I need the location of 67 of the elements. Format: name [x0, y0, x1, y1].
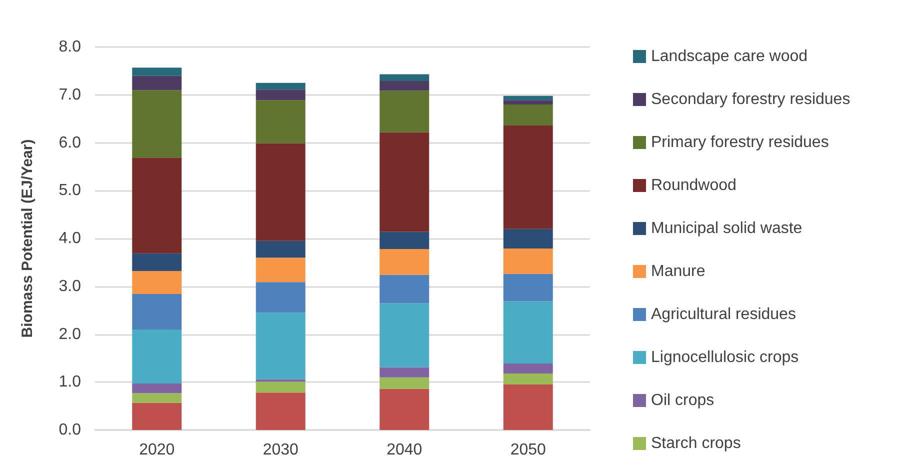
y-tick-label: 1.0: [58, 374, 82, 391]
y-tick-label: 2.0: [58, 326, 82, 343]
bar: [256, 282, 306, 313]
bar: [380, 303, 430, 368]
bar: [380, 132, 430, 232]
bar: [503, 374, 553, 385]
legend-label: Roundwood: [651, 177, 736, 194]
bar: [132, 271, 182, 294]
y-tick-label: 6.0: [58, 134, 82, 152]
bar: [256, 240, 306, 258]
bar: [256, 382, 306, 393]
bar: [256, 90, 306, 100]
bar: [132, 294, 182, 330]
bar: [380, 274, 430, 304]
y-tick-label: 4.0: [58, 230, 82, 247]
bar: [132, 90, 182, 158]
bar: [256, 100, 306, 144]
bar: [132, 393, 182, 403]
bar: [380, 74, 430, 81]
y-tick-label: 7.0: [58, 86, 82, 104]
x-tick-label: 2030: [262, 442, 299, 458]
x-tick-label: 2020: [139, 442, 175, 458]
y-tick-label: 8.0: [58, 38, 82, 56]
bar: [256, 258, 306, 282]
y-tick-label: 0.0: [58, 422, 82, 438]
legend-label: Landscape care wood: [651, 48, 808, 65]
bar: [503, 228, 553, 249]
bar: [503, 104, 553, 126]
legend-label: Manure: [651, 263, 706, 280]
bar: [380, 90, 430, 132]
legend-label: Primary forestry residues: [651, 134, 829, 151]
bar: [380, 388, 430, 430]
legend-label: Secondary forestry residues: [651, 91, 850, 108]
bar: [132, 253, 182, 272]
bar: [503, 384, 553, 430]
y-tick-label: 3.0: [58, 278, 82, 295]
legend-label: Oil crops: [651, 392, 714, 409]
legend-label: Starch crops: [651, 435, 741, 452]
bar: [132, 158, 182, 254]
bar: [503, 274, 553, 302]
bar: [132, 68, 182, 76]
legend-label: Agricultural residues: [651, 306, 796, 323]
bar: [503, 100, 553, 104]
bar: [380, 232, 430, 250]
bar: [380, 377, 430, 389]
bar: [256, 82, 306, 90]
bar: [503, 248, 553, 274]
bar: [132, 76, 182, 90]
bar: [503, 96, 553, 100]
bar: [503, 363, 553, 374]
bar: [132, 329, 182, 384]
x-tick-label: 2040: [386, 442, 422, 458]
bar: [503, 301, 553, 364]
bar: [503, 126, 553, 229]
x-tick-label: 2050: [510, 442, 546, 458]
bar: [132, 384, 182, 394]
bar: [256, 392, 306, 430]
bar: [380, 80, 430, 91]
y-axis-title: Biomass Potential (EJ/Year): [19, 139, 36, 338]
y-tick-label: 5.0: [58, 182, 82, 200]
bar: [380, 249, 430, 275]
bar: [380, 367, 430, 378]
bar: [256, 312, 306, 380]
bar: [132, 402, 182, 430]
bar: [256, 143, 306, 241]
legend-label: Lignocellulosic crops: [651, 349, 799, 366]
legend-label: Municipal solid waste: [651, 220, 802, 237]
